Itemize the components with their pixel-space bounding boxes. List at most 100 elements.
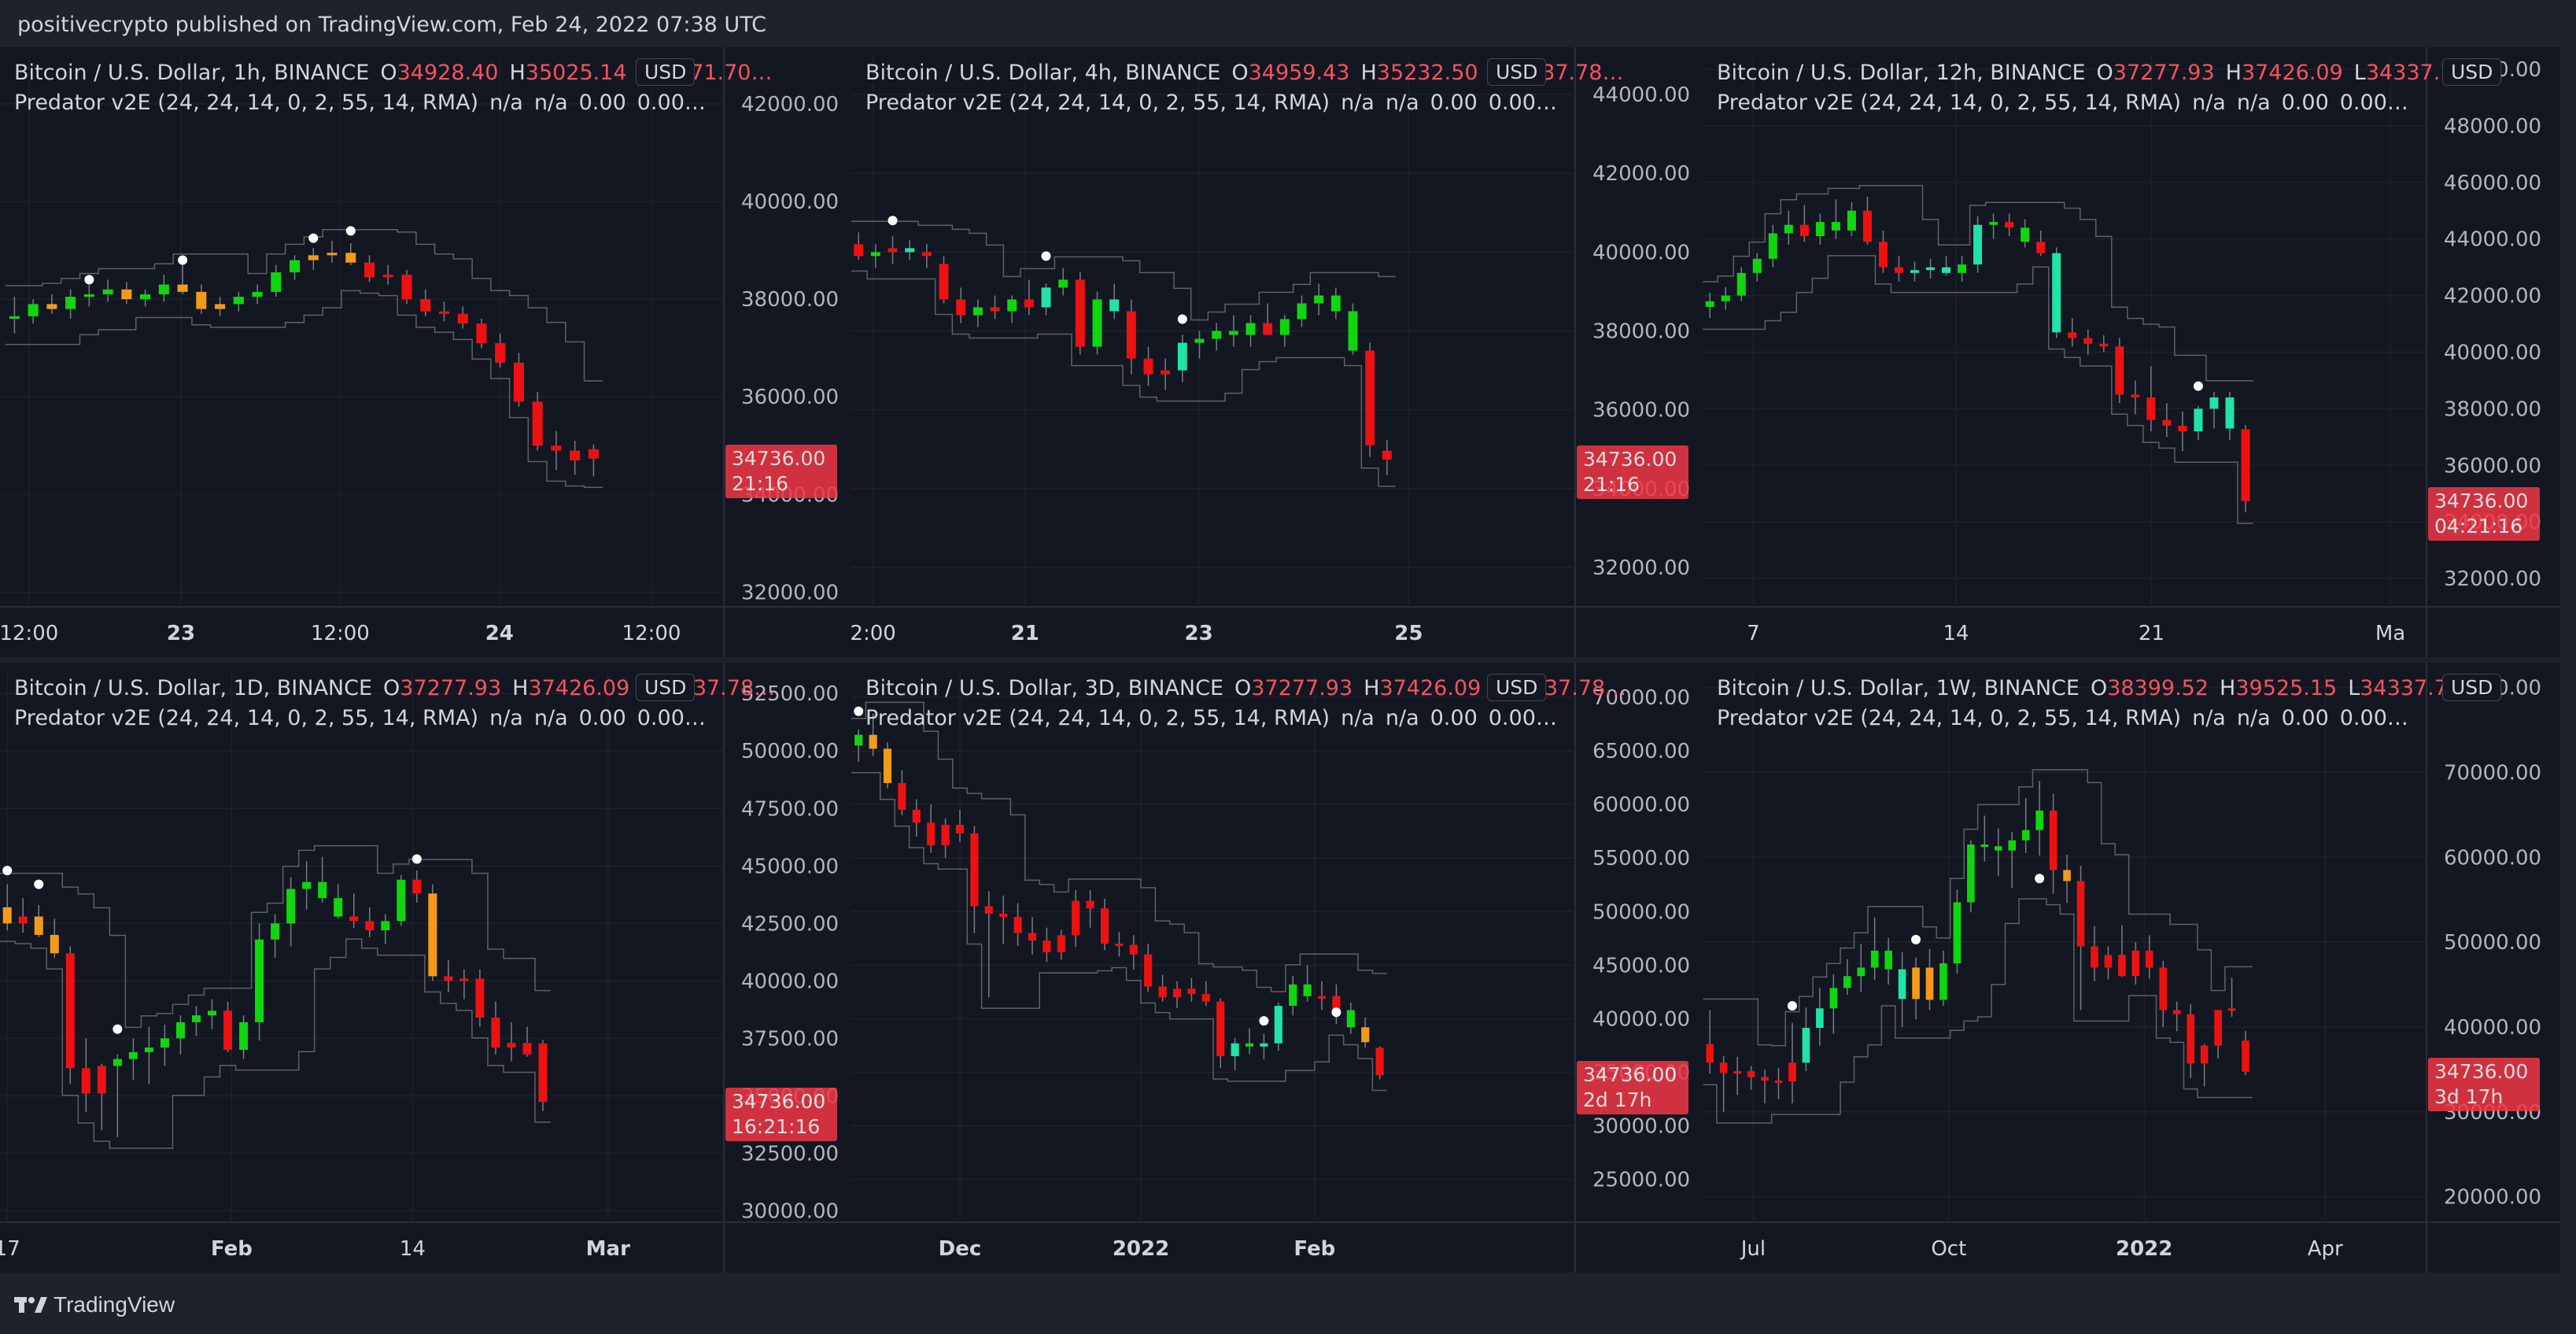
candle-body bbox=[1843, 976, 1851, 988]
x-tick-label: 25 bbox=[1394, 622, 1423, 645]
candle bbox=[1086, 890, 1094, 928]
candle-body bbox=[1831, 222, 1840, 231]
currency-button[interactable]: USD bbox=[636, 58, 696, 86]
candle bbox=[1289, 975, 1297, 1016]
candle bbox=[551, 431, 562, 471]
candle-body bbox=[2099, 343, 2109, 347]
y-tick-label: 45000.00 bbox=[1592, 954, 1690, 977]
candle bbox=[1100, 898, 1109, 951]
candle-body bbox=[854, 244, 864, 257]
candle-body bbox=[1007, 299, 1017, 312]
candle-body bbox=[140, 294, 151, 300]
currency-button[interactable]: USD bbox=[2442, 674, 2502, 701]
predator-lower-band bbox=[1703, 255, 2254, 524]
chart-panel-4[interactable]: 52500.00 50000.00 47500.00 45000.00 42500.00… bbox=[0, 663, 858, 1273]
candle bbox=[1115, 932, 1124, 957]
candle bbox=[1736, 267, 1746, 301]
candle-body bbox=[1057, 935, 1065, 952]
last-price-tag: 34736.00 21:16 bbox=[725, 444, 837, 498]
candle-body bbox=[365, 921, 375, 931]
y-tick-label: 42000.00 bbox=[2444, 285, 2541, 309]
candle bbox=[1028, 917, 1037, 955]
candle-body bbox=[223, 1011, 233, 1050]
candle bbox=[854, 232, 864, 261]
candle-body bbox=[2172, 1010, 2181, 1014]
candle bbox=[1260, 1033, 1268, 1060]
candle-body bbox=[2008, 840, 2017, 851]
candle-body bbox=[1802, 1028, 1810, 1063]
y-tick-label: 32500.00 bbox=[741, 1142, 839, 1166]
candle bbox=[1024, 279, 1034, 316]
candle-body bbox=[532, 401, 543, 446]
bar-countdown: 21:16 bbox=[1583, 472, 1640, 496]
y-tick-label: 36000.00 bbox=[1592, 399, 1690, 423]
candle bbox=[2194, 405, 2203, 440]
candle bbox=[83, 284, 94, 307]
currency-button[interactable]: USD bbox=[1487, 58, 1547, 86]
candle-body bbox=[290, 260, 301, 273]
candle bbox=[939, 256, 949, 304]
candle bbox=[128, 1038, 138, 1080]
y-tick-label: 40000.00 bbox=[2444, 1016, 2541, 1040]
candle-body bbox=[1721, 295, 1730, 301]
candle bbox=[46, 294, 57, 314]
chart-panel-3[interactable]: 50000.0048000.0046000.0044000.0042000.00… bbox=[1703, 47, 2560, 657]
candle bbox=[1939, 950, 1947, 1006]
x-tick-label: Ma bbox=[2375, 622, 2405, 645]
candle bbox=[1314, 283, 1324, 316]
candle bbox=[349, 893, 359, 929]
candle bbox=[364, 255, 375, 283]
candle bbox=[1126, 299, 1136, 375]
candle bbox=[2068, 318, 2077, 347]
candle-body bbox=[883, 748, 892, 783]
candle bbox=[2083, 329, 2093, 356]
chart-panel-1[interactable]: 42000.0040000.0038000.0036000.0034000.00… bbox=[0, 47, 858, 657]
y-tick-label: 40000.00 bbox=[741, 970, 839, 993]
candle-body bbox=[255, 939, 264, 1022]
currency-button[interactable]: USD bbox=[636, 674, 696, 701]
y-tick-label: 32000.00 bbox=[1592, 556, 1690, 580]
candle-body bbox=[1942, 267, 1951, 273]
currency-button[interactable]: USD bbox=[1487, 674, 1547, 701]
candle-body bbox=[1898, 969, 1906, 1000]
candle-body bbox=[1115, 944, 1124, 947]
y-tick-label: 38000.00 bbox=[2444, 397, 2541, 421]
candle-body bbox=[1041, 287, 1051, 308]
candle bbox=[1784, 210, 1793, 245]
candle bbox=[955, 809, 965, 842]
candle-body bbox=[1816, 1008, 1824, 1029]
candle bbox=[2076, 866, 2085, 1011]
candle bbox=[1815, 213, 1825, 245]
x-tick-label: 2022 bbox=[2116, 1237, 2172, 1261]
candle bbox=[1013, 903, 1022, 946]
chart-panel-5[interactable]: 70000.00 65000.00 60000.00 55000.00 50000.00… bbox=[851, 663, 1709, 1273]
chart-canvas: 44000.00 42000.00 40000.00 38000.00 36000.00… bbox=[851, 47, 1709, 657]
candle bbox=[1898, 952, 1906, 1027]
candle bbox=[271, 914, 280, 959]
last-price-value: 34736.00 bbox=[732, 1090, 826, 1114]
candle bbox=[1706, 1010, 1714, 1074]
candle bbox=[1989, 213, 1998, 239]
candle-body bbox=[1784, 224, 1793, 234]
candle bbox=[191, 1006, 201, 1037]
x-tick-label: 7 bbox=[1747, 622, 1760, 645]
candle bbox=[1143, 346, 1153, 386]
signal-dot bbox=[1911, 934, 1921, 944]
chart-panel-2[interactable]: 44000.00 42000.00 40000.00 38000.00 36000.00… bbox=[851, 47, 1709, 657]
candle-body bbox=[50, 934, 59, 954]
candle bbox=[397, 874, 406, 926]
candle bbox=[1187, 977, 1196, 1002]
x-tick-label: 2022 bbox=[1113, 1237, 1169, 1261]
currency-button[interactable]: USD bbox=[2442, 58, 2502, 86]
candle-body bbox=[1246, 323, 1256, 335]
candle-body bbox=[34, 916, 43, 935]
candle-body bbox=[233, 297, 244, 305]
chart-panel-6[interactable]: 80000.0070000.0060000.0050000.0040000.00… bbox=[1703, 663, 2560, 1273]
candle-body bbox=[438, 311, 449, 314]
candle bbox=[1212, 323, 1222, 351]
candle-body bbox=[898, 782, 906, 810]
candle bbox=[2187, 1003, 2194, 1078]
candle-body bbox=[302, 881, 312, 889]
candle bbox=[970, 826, 979, 933]
candle-body bbox=[1187, 988, 1196, 995]
